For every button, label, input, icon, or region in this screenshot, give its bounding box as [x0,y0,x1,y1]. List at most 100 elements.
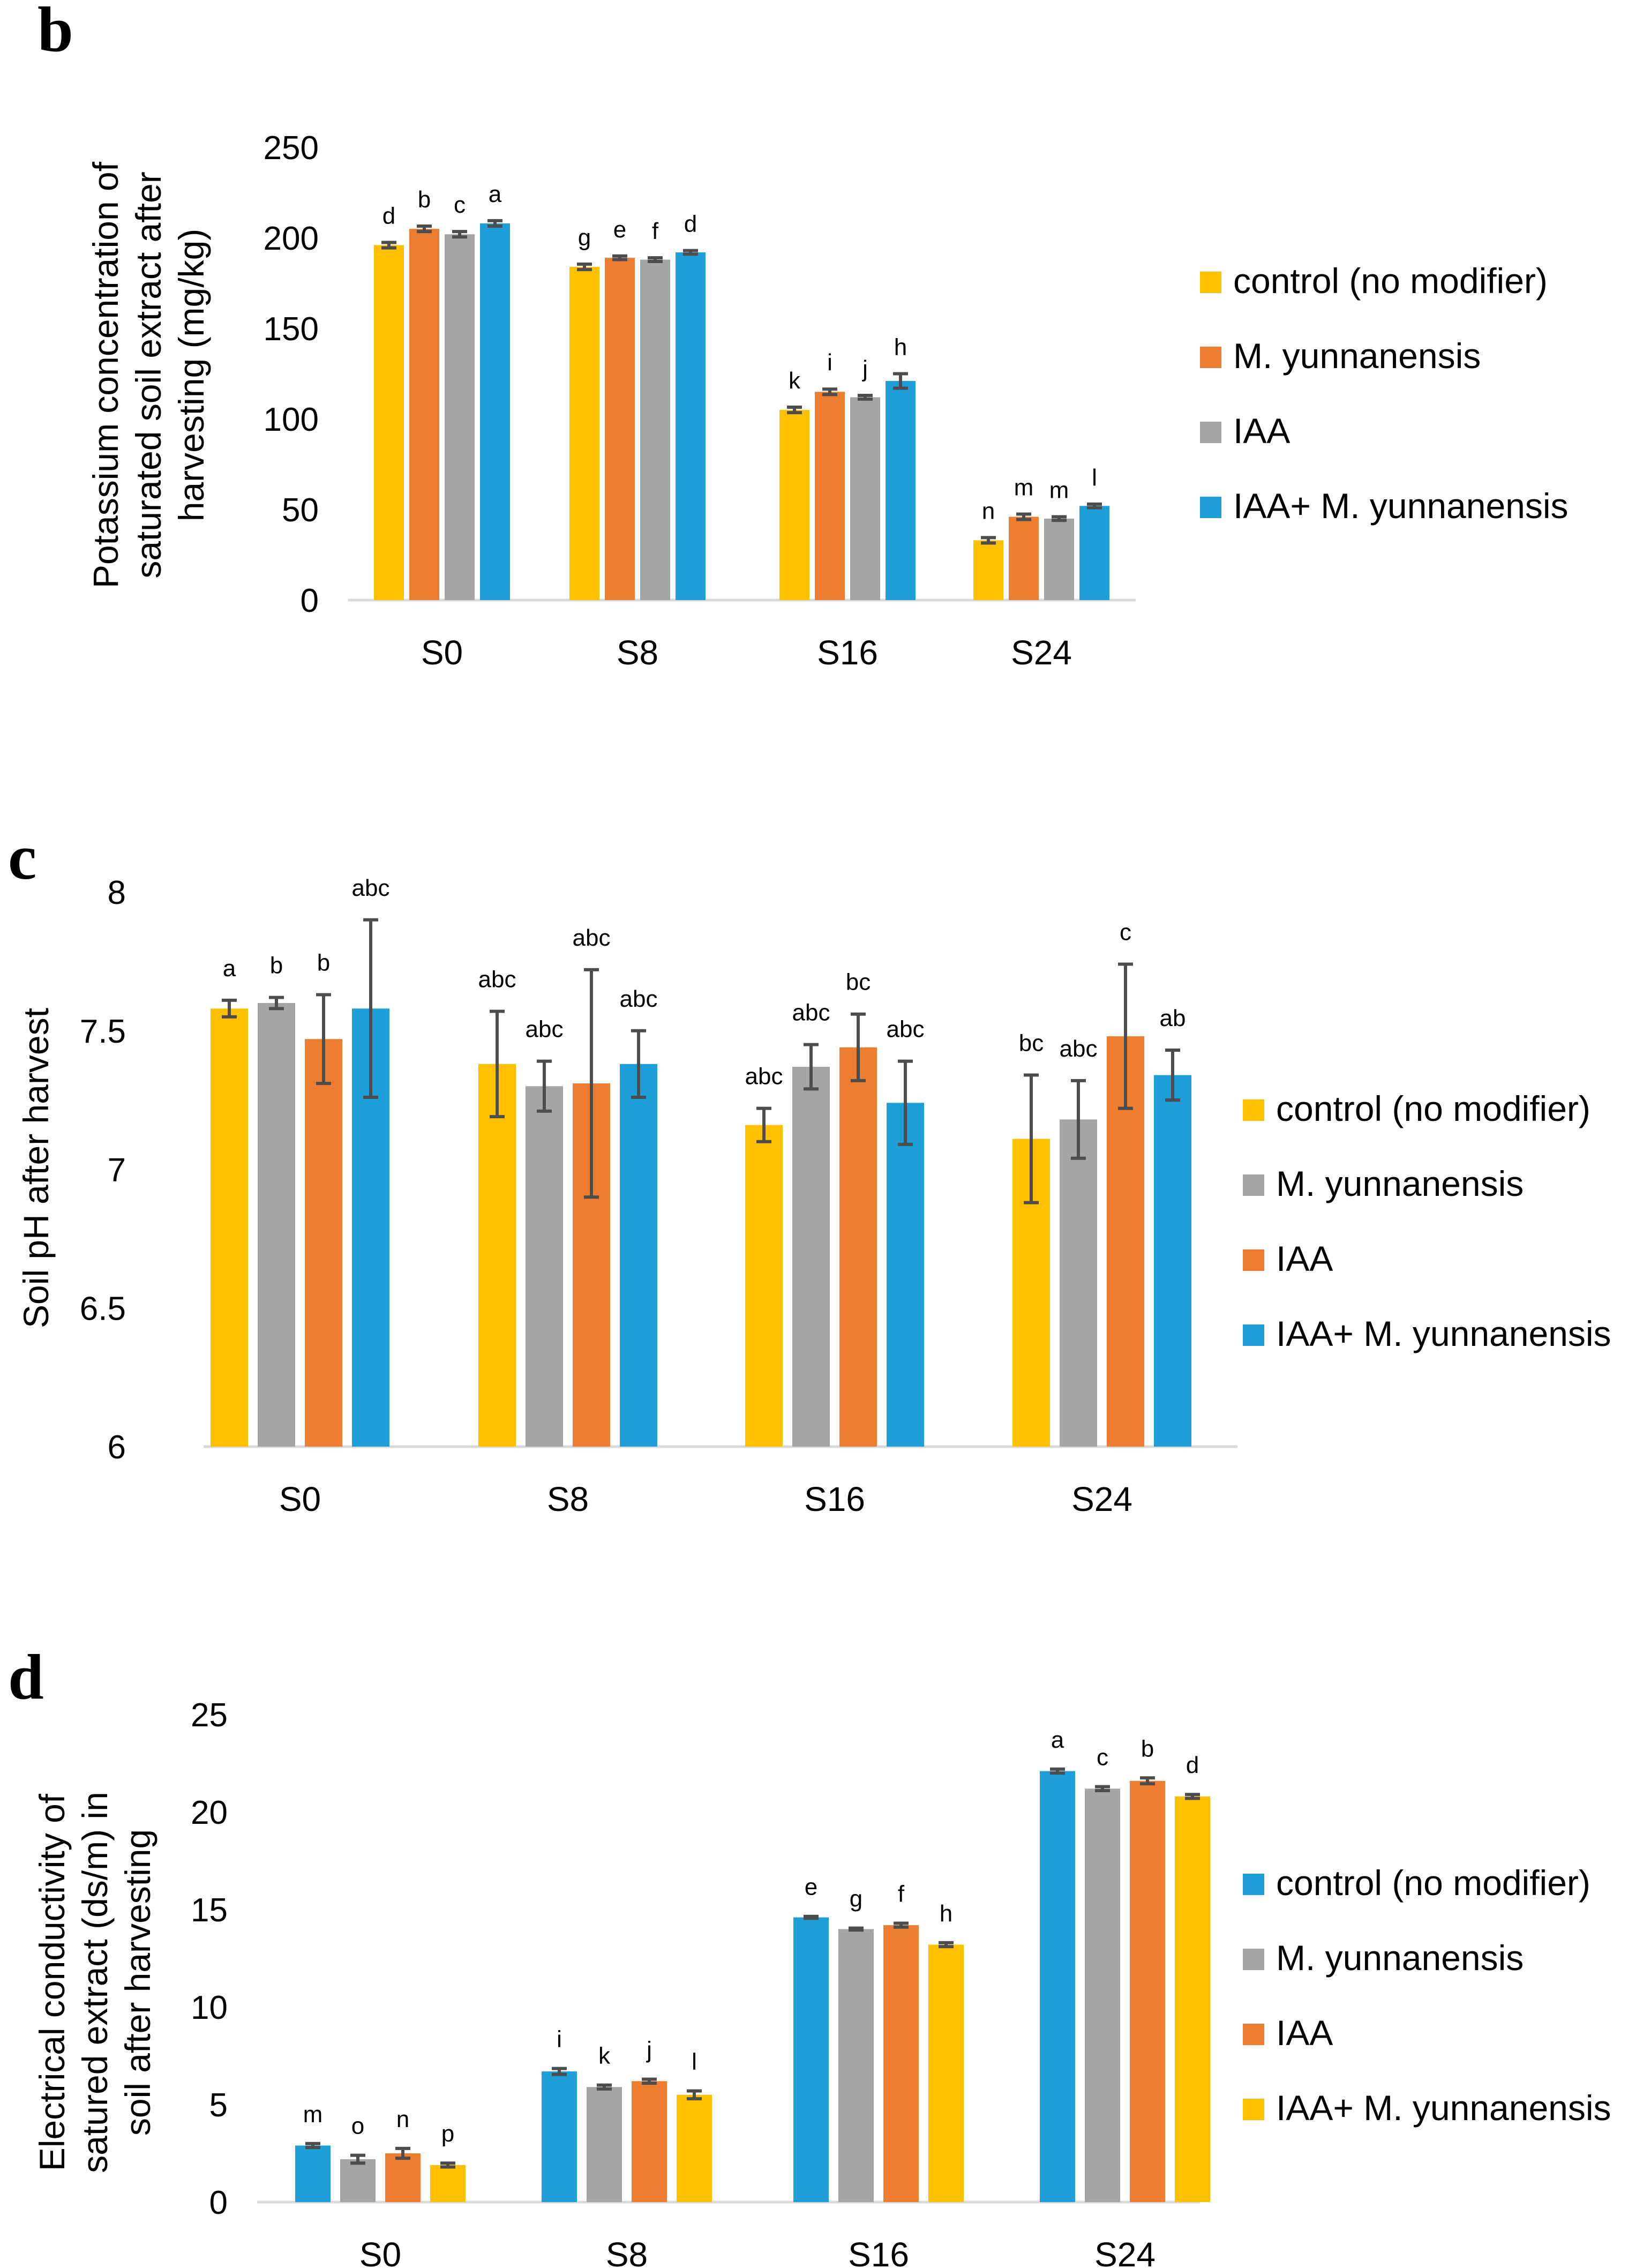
legend-label: IAA+ M. yunnanensis [1276,1314,1611,1353]
bar [211,1008,248,1447]
significance-letter: i [827,349,832,376]
y-axis-title-line-1: Potassium concentration of [86,161,125,588]
bar [430,2165,466,2202]
significance-letter: f [652,218,659,244]
legend-swatch [1200,497,1221,518]
bar [374,245,404,600]
x-category-label: S0 [421,633,463,672]
significance-letter: c [1120,919,1131,946]
y-axis-title-line-3: soil after harvesting [118,1829,157,2136]
significance-letter: c [454,192,466,218]
significance-letter: abc [792,1000,830,1026]
legend-label: IAA [1233,411,1290,451]
bar [640,259,670,600]
panel-label-d: d [8,1641,44,1712]
bar [745,1125,783,1447]
bar [1044,518,1074,600]
bar [838,1929,874,2202]
bar [258,1003,295,1447]
legend-label: M. yunnanensis [1276,1938,1524,1978]
bar [676,252,706,600]
significance-letter: p [441,2121,454,2147]
significance-letter: h [894,334,907,361]
bar [526,1086,563,1447]
x-category-label: S0 [279,1480,321,1518]
bar [928,1944,964,2202]
bar [305,1039,342,1447]
bar [605,258,635,600]
y-tick-label: 5 [209,2087,228,2124]
y-axis-title-line-3: harvesting (mg/kg) [171,229,211,522]
legend-label: IAA [1276,1239,1333,1278]
legend-swatch [1243,1249,1264,1271]
significance-letter: m [1049,477,1069,504]
bar [793,1917,829,2202]
significance-letter: d [1186,1752,1199,1778]
panel-d: d Electrical conductivity of satured ext… [8,1641,1611,2268]
significance-letter: m [1014,474,1034,500]
significance-letter: l [692,2049,697,2075]
significance-letter: f [898,1881,905,1907]
x-category-label: S0 [359,2235,401,2268]
x-category-label: S24 [1011,633,1072,672]
bar [850,397,880,600]
bar [632,2081,667,2202]
significance-letter: abc [526,1016,564,1043]
significance-letter: e [805,1874,817,1900]
legend-swatch [1243,1174,1264,1196]
panel-label-b: b [37,0,73,65]
bar [839,1047,877,1447]
bar [1040,1771,1075,2202]
significance-letter: i [557,2026,562,2053]
bar [886,381,916,600]
legend-swatch [1243,2099,1264,2120]
legend-swatch [1243,1874,1264,1895]
x-category-label: S24 [1071,1480,1132,1518]
panel-b: b Potassium concentration of saturated s… [37,0,1569,672]
significance-letter: n [982,498,995,524]
significance-letter: g [578,224,591,251]
y-tick-label: 6 [108,1429,126,1466]
significance-letter: l [1092,465,1097,491]
y-tick-label: 7.5 [80,1013,126,1050]
significance-letter: m [303,2101,323,2128]
x-category-label: S8 [617,633,658,672]
bar [340,2159,376,2202]
x-category-label: S16 [804,1480,865,1518]
significance-letter: k [789,368,801,394]
bar [542,2071,577,2202]
bar [295,2145,331,2202]
significance-letter: j [861,356,868,382]
significance-letter: abc [478,967,516,993]
bar [1009,517,1039,600]
significance-letter: k [598,2043,611,2069]
significance-letter: o [351,2113,364,2139]
x-category-label: S24 [1094,2235,1156,2268]
significance-letter: abc [573,925,611,951]
y-tick-label: 6.5 [80,1290,126,1327]
bar [973,540,1003,600]
significance-letter: d [382,203,395,229]
y-tick-label: 100 [264,401,319,438]
legend-swatch [1243,1324,1264,1346]
legend-label: control (no modifier) [1233,261,1548,301]
bar [1079,506,1109,600]
bar [478,1064,516,1447]
legend-swatch [1243,2024,1264,2045]
y-tick-label: 15 [191,1892,228,1929]
y-axis-title: Soil pH after harvest [16,1008,56,1328]
y-tick-label: 0 [301,582,319,619]
legend-swatch [1200,347,1221,368]
legend-label: M. yunnanensis [1276,1164,1524,1203]
legend-label: IAA [1276,2013,1333,2053]
y-tick-label: 8 [108,874,126,911]
significance-letter: b [317,949,330,976]
y-tick-label: 7 [108,1152,126,1189]
legend-swatch [1243,1099,1264,1121]
y-tick-label: 20 [191,1794,228,1831]
legend-swatch [1200,422,1221,443]
x-category-label: S8 [547,1480,589,1518]
legend-swatch [1200,272,1221,293]
bar [409,229,439,601]
